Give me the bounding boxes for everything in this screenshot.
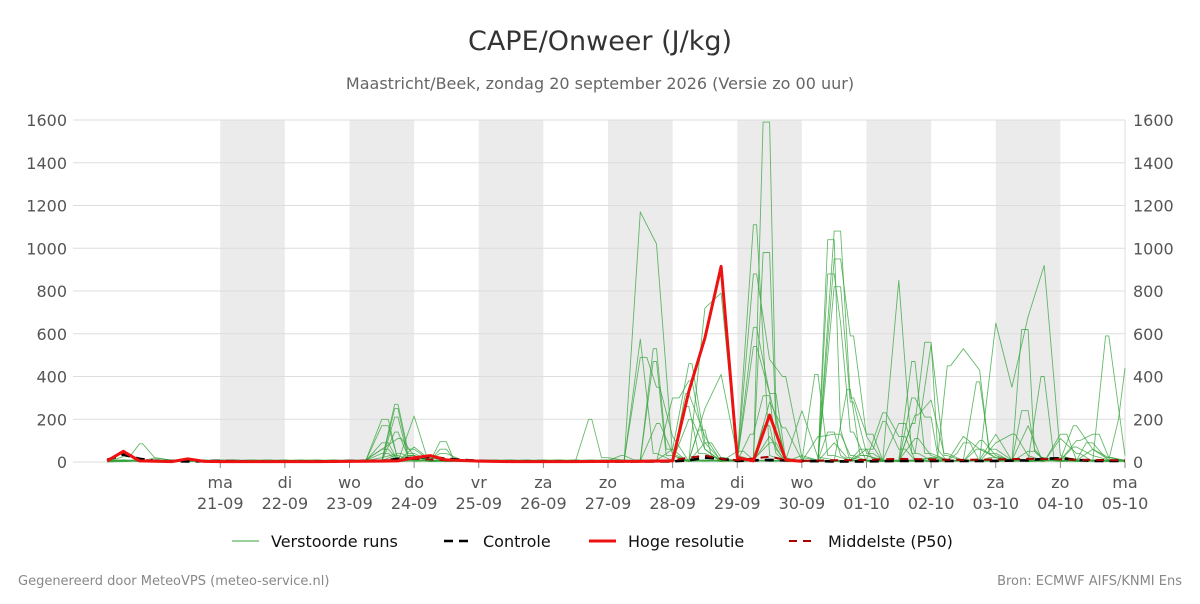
x-tick-day: ma [208,473,233,492]
y-tick-label-right: 800 [1133,282,1164,301]
x-tick-date: 05-10 [1102,494,1149,513]
y-tick-label-right: 600 [1133,325,1164,344]
y-axis-labels: 0 0 200 200 400 400 600 600 800 800 1000 1000 1200 12… [26,111,1173,472]
y-tick-label-right: 200 [1133,410,1164,429]
chart-subtitle: Maastricht/Beek, zondag 20 september 202… [346,74,854,93]
x-tick-day: zo [1051,473,1069,492]
y-tick-label-right: 0 [1133,453,1143,472]
x-tick-day: zo [599,473,617,492]
legend-label-highres: Hoge resolutie [628,532,744,551]
y-tick-label-left: 200 [36,410,67,429]
footer-source: Bron: ECMWF AIFS/KNMI Ens [997,574,1182,589]
x-tick-date: 22-09 [262,494,309,513]
y-tick-label-right: 1200 [1133,197,1174,216]
legend-label-control: Controle [483,532,551,551]
y-tick-label-left: 1200 [26,197,67,216]
x-tick-date: 28-09 [649,494,696,513]
x-tick-day: di [730,473,745,492]
x-tick-day: ma [660,473,685,492]
x-tick-date: 26-09 [520,494,567,513]
legend-label-ensemble: Verstoorde runs [271,532,398,551]
x-axis-labels: ma 21-09 di 22-09 wo 23-09 do 24-09 vr 25-09 za 26-… [197,462,1148,513]
x-tick-date: 25-09 [456,494,503,513]
x-tick-date: 02-10 [908,494,955,513]
y-tick-label-left: 1600 [26,111,67,130]
x-tick-day: do [404,473,424,492]
x-tick-date: 04-10 [1037,494,1084,513]
x-tick-date: 21-09 [197,494,244,513]
y-tick-label-right: 1000 [1133,239,1174,258]
x-tick-day: za [987,473,1005,492]
chart-title: CAPE/Onweer (J/kg) [468,26,732,57]
y-tick-label-left: 600 [36,325,67,344]
legend-label-median: Middelste (P50) [828,532,953,551]
x-tick-day: vr [923,473,939,492]
x-tick-date: 29-09 [714,494,761,513]
x-tick-day: wo [790,473,813,492]
x-tick-day: vr [471,473,487,492]
legend: Verstoorde runs Controle Hoge resolutie Mid… [232,532,953,551]
x-tick-day: di [278,473,293,492]
y-tick-label-left: 1400 [26,154,67,173]
x-tick-date: 01-10 [843,494,890,513]
x-tick-date: 27-09 [585,494,632,513]
y-tick-label-left: 400 [36,368,67,387]
series-line-highres [106,264,803,464]
y-tick-label-right: 400 [1133,368,1164,387]
y-tick-label-right: 1400 [1133,154,1174,173]
x-tick-date: 23-09 [326,494,373,513]
x-tick-day: do [857,473,877,492]
x-tick-day: ma [1112,473,1137,492]
x-tick-date: 30-09 [779,494,826,513]
footer-credit: Gegenereerd door MeteoVPS (meteo-service… [18,574,329,589]
y-tick-label-left: 800 [36,282,67,301]
x-tick-date: 24-09 [391,494,438,513]
y-tick-label-left: 1000 [26,239,67,258]
series-lines [106,121,1126,464]
x-tick-day: za [534,473,552,492]
y-tick-label-right: 1600 [1133,111,1174,130]
x-tick-day: wo [338,473,361,492]
x-tick-date: 03-10 [973,494,1020,513]
y-tick-label-left: 0 [57,453,67,472]
